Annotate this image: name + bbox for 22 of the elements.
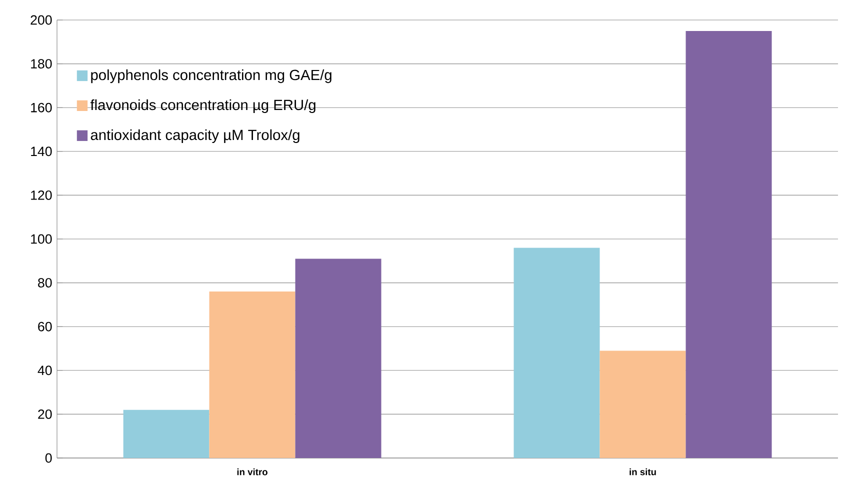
legend-label: polyphenols concentration mg GAE/g xyxy=(91,69,332,84)
y-tick-label: 120 xyxy=(31,190,52,200)
x-tick-label: in situ xyxy=(630,468,656,476)
bar xyxy=(514,248,600,458)
bar xyxy=(123,410,210,458)
bar xyxy=(600,350,686,458)
bar xyxy=(295,258,382,458)
y-tick-label: 140 xyxy=(31,146,52,156)
y-tick-label: 180 xyxy=(31,59,52,69)
y-tick-label: 20 xyxy=(38,409,52,419)
bar xyxy=(686,30,772,458)
y-tick-label: 40 xyxy=(38,366,52,376)
y-tick-label: 160 xyxy=(31,102,52,112)
y-tick-label: 100 xyxy=(31,234,52,244)
y-tick-label: 80 xyxy=(38,278,52,288)
y-tick-label: 0 xyxy=(45,453,52,463)
y-tick-label: 60 xyxy=(38,322,52,332)
bar xyxy=(209,292,296,458)
legend-label: flavonoids concentration µg ERU/g xyxy=(90,99,316,114)
legend-label: antioxidant capacity µM Trolox/g xyxy=(90,129,300,143)
y-tick-label: 200 xyxy=(30,15,52,25)
x-tick-label: in vitro xyxy=(237,468,268,476)
